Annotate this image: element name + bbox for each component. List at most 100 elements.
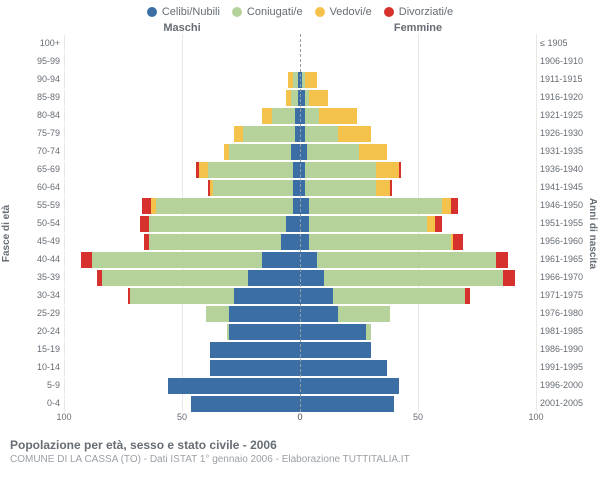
bar-seg-celibi bbox=[300, 198, 309, 214]
y-tick-birth: 1991-1995 bbox=[536, 358, 586, 376]
bar-seg-vedovi bbox=[376, 162, 400, 178]
bar-row-male bbox=[64, 250, 300, 268]
column-headers: Maschi Femmine bbox=[0, 22, 600, 34]
y-axis-left: 100+95-9990-9485-8980-8475-7970-7465-696… bbox=[14, 34, 64, 432]
y-tick-age: 100+ bbox=[14, 34, 64, 52]
bar-seg-vedovi bbox=[427, 216, 434, 232]
y-tick-birth: 1986-1990 bbox=[536, 340, 586, 358]
bar-row-female bbox=[300, 196, 536, 214]
bar-seg-coniugati bbox=[102, 270, 248, 286]
bar-row-male bbox=[64, 196, 300, 214]
y-axis-left-title: Fasce di età bbox=[0, 34, 14, 432]
y-tick-age: 25-29 bbox=[14, 304, 64, 322]
y-tick-birth: 1916-1920 bbox=[536, 88, 586, 106]
bar-seg-vedovi bbox=[234, 126, 243, 142]
bar-seg-coniugati bbox=[309, 234, 451, 250]
bar-row-female bbox=[300, 250, 536, 268]
x-tick: 100 bbox=[56, 412, 71, 422]
y-tick-age: 20-24 bbox=[14, 322, 64, 340]
bar-seg-divorziati bbox=[142, 198, 151, 214]
bar-row-female bbox=[300, 70, 536, 88]
x-axis-right: 050100 bbox=[300, 412, 536, 432]
bar-seg-divorziati bbox=[503, 270, 515, 286]
bar-row-male bbox=[64, 376, 300, 394]
legend-label: Coniugati/e bbox=[247, 6, 303, 18]
y-tick-birth: 1966-1970 bbox=[536, 268, 586, 286]
bar-row-female bbox=[300, 106, 536, 124]
bar-row-male bbox=[64, 394, 300, 412]
bar-row-female bbox=[300, 394, 536, 412]
bar-seg-celibi bbox=[229, 306, 300, 322]
bar-seg-coniugati bbox=[229, 144, 290, 160]
bar-seg-coniugati bbox=[305, 180, 376, 196]
bar-seg-vedovi bbox=[262, 108, 271, 124]
bar-seg-celibi bbox=[262, 252, 300, 268]
legend-swatch bbox=[315, 7, 325, 17]
y-tick-birth: 1906-1910 bbox=[536, 52, 586, 70]
footer: Popolazione per età, sesso e stato civil… bbox=[0, 432, 600, 465]
bar-row-male bbox=[64, 340, 300, 358]
bar-seg-divorziati bbox=[140, 216, 149, 232]
y-tick-age: 15-19 bbox=[14, 340, 64, 358]
legend-label: Divorziati/e bbox=[399, 6, 453, 18]
bar-seg-coniugati bbox=[149, 234, 281, 250]
bar-row-female bbox=[300, 214, 536, 232]
male-half: 100500 bbox=[64, 34, 300, 432]
y-tick-age: 35-39 bbox=[14, 268, 64, 286]
bar-seg-coniugati bbox=[333, 288, 465, 304]
y-tick-birth: 1961-1965 bbox=[536, 250, 586, 268]
bar-row-male bbox=[64, 70, 300, 88]
bar-row-female bbox=[300, 178, 536, 196]
bar-seg-coniugati bbox=[272, 108, 296, 124]
bar-row-female bbox=[300, 142, 536, 160]
y-tick-birth: 1941-1945 bbox=[536, 178, 586, 196]
bar-seg-vedovi bbox=[309, 90, 328, 106]
bar-seg-vedovi bbox=[319, 108, 357, 124]
bar-seg-celibi bbox=[234, 288, 300, 304]
bar-row-female bbox=[300, 232, 536, 250]
bar-seg-celibi bbox=[191, 396, 300, 412]
x-tick: 0 bbox=[297, 412, 302, 422]
bar-seg-coniugati bbox=[208, 162, 293, 178]
x-axis-left: 100500 bbox=[64, 412, 300, 432]
bar-seg-divorziati bbox=[465, 288, 470, 304]
y-tick-birth: 1946-1950 bbox=[536, 196, 586, 214]
legend: Celibi/Nubili Coniugati/e Vedovi/e Divorzia… bbox=[0, 0, 600, 22]
bar-seg-coniugati bbox=[309, 216, 427, 232]
y-axis-right-title: Anni di nascita bbox=[586, 34, 600, 432]
x-tick: 100 bbox=[528, 412, 543, 422]
legend-item: Vedovi/e bbox=[315, 6, 372, 18]
bar-seg-vedovi bbox=[338, 126, 371, 142]
bar-row-female bbox=[300, 322, 536, 340]
bar-seg-divorziati bbox=[435, 216, 442, 232]
bar-row-female bbox=[300, 268, 536, 286]
y-tick-birth: 1976-1980 bbox=[536, 304, 586, 322]
bar-seg-vedovi bbox=[359, 144, 387, 160]
bar-seg-divorziati bbox=[451, 198, 458, 214]
bar-row-male bbox=[64, 322, 300, 340]
bar-seg-celibi bbox=[293, 180, 300, 196]
y-tick-birth: 1971-1975 bbox=[536, 286, 586, 304]
bar-seg-celibi bbox=[168, 378, 300, 394]
bar-seg-coniugati bbox=[291, 90, 298, 106]
bar-row-female bbox=[300, 160, 536, 178]
gridline bbox=[536, 34, 537, 412]
bar-seg-coniugati bbox=[338, 306, 390, 322]
bar-seg-celibi bbox=[300, 288, 333, 304]
y-tick-age: 50-54 bbox=[14, 214, 64, 232]
bar-seg-coniugati bbox=[130, 288, 234, 304]
y-tick-birth: 1911-1915 bbox=[536, 70, 586, 88]
y-tick-age: 70-74 bbox=[14, 142, 64, 160]
y-tick-birth: 1956-1960 bbox=[536, 232, 586, 250]
bar-seg-coniugati bbox=[206, 306, 230, 322]
bar-row-male bbox=[64, 232, 300, 250]
y-tick-birth: 1926-1930 bbox=[536, 124, 586, 142]
bar-row-male bbox=[64, 358, 300, 376]
plot-area: 100500 050100 bbox=[64, 34, 536, 432]
bar-row-male bbox=[64, 178, 300, 196]
bar-seg-coniugati bbox=[156, 198, 293, 214]
bar-seg-divorziati bbox=[496, 252, 508, 268]
y-tick-birth: 1996-2000 bbox=[536, 376, 586, 394]
legend-label: Celibi/Nubili bbox=[162, 6, 220, 18]
bar-row-female bbox=[300, 52, 536, 70]
